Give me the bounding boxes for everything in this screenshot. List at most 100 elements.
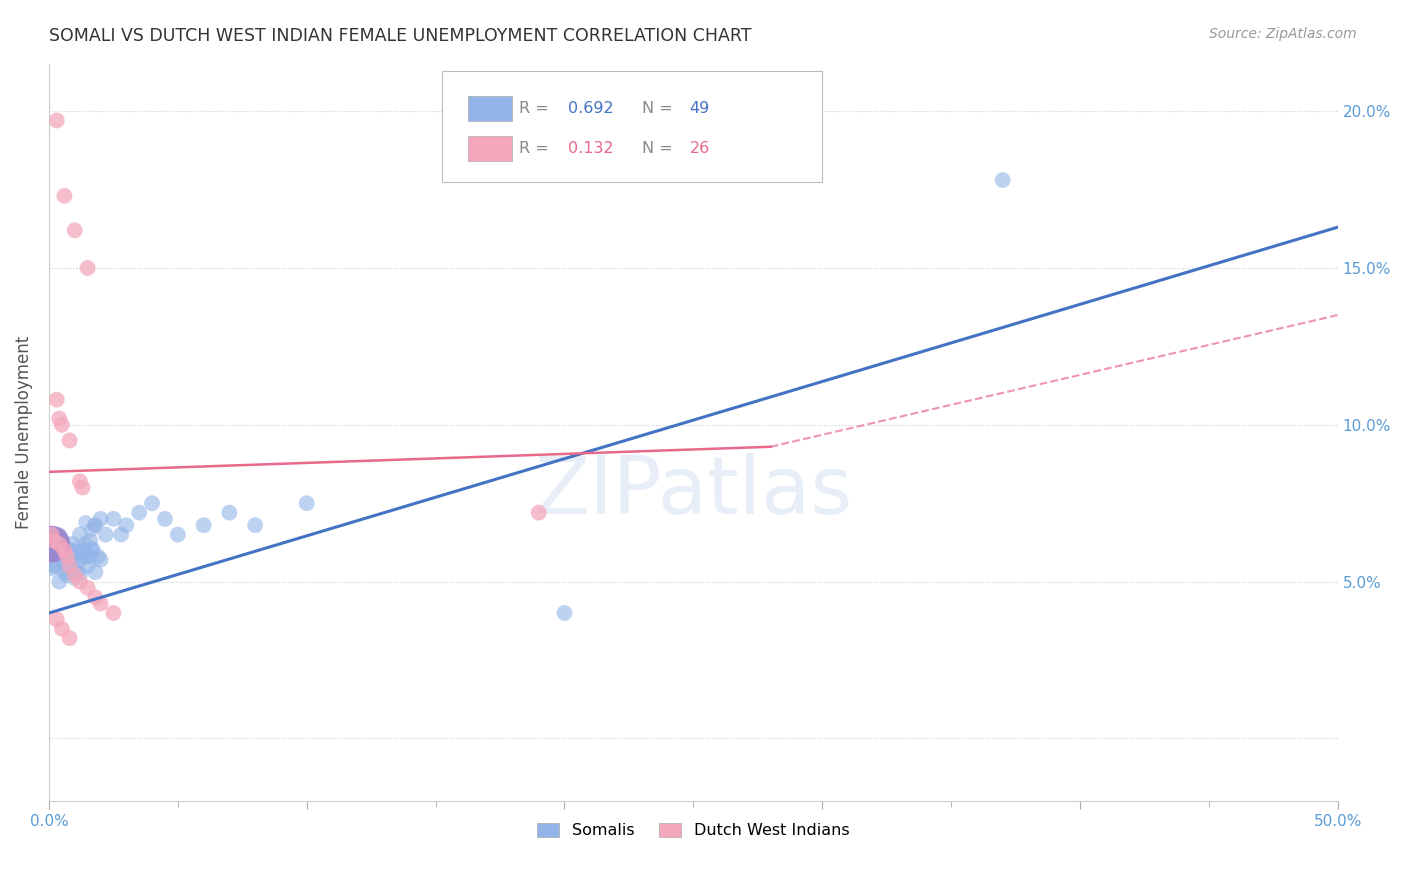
Point [72,543,94,558]
Point [89,597,111,611]
Point [42,540,65,554]
Point [56,549,79,564]
Point [42,558,65,573]
Point [63,568,86,582]
Text: ZIPatlas: ZIPatlas [534,452,852,531]
Text: 26: 26 [689,141,710,156]
Point [84,566,107,580]
Point [41,527,63,541]
Point [41,527,63,541]
Point [89,552,111,566]
Y-axis label: Female Unemployment: Female Unemployment [15,336,32,529]
Point [48,537,70,551]
Point [41,537,63,551]
Point [58,631,80,645]
FancyBboxPatch shape [468,136,512,161]
Point [56,543,79,558]
Point [141,496,163,510]
Point [527,506,550,520]
Point [103,606,125,620]
Point [53,552,76,566]
Point [58,543,80,558]
Point [49,528,72,542]
Point [62,545,84,559]
Point [110,527,132,541]
Point [63,572,86,586]
Point [69,552,91,566]
Point [79,549,101,564]
Point [63,549,86,564]
Point [553,606,575,620]
Point [58,558,80,573]
Text: Source: ZipAtlas.com: Source: ZipAtlas.com [1209,27,1357,41]
Text: 0.692: 0.692 [568,101,614,116]
Point [72,481,94,495]
Point [53,189,76,203]
Text: R =: R = [519,141,554,156]
Point [45,549,67,564]
Point [62,549,84,563]
Point [51,533,73,548]
Point [41,543,63,558]
Point [59,559,82,574]
Point [76,260,98,275]
Point [48,574,70,589]
Point [115,518,138,533]
Point [76,581,98,595]
Point [53,543,76,558]
Text: SOMALI VS DUTCH WEST INDIAN FEMALE UNEMPLOYMENT CORRELATION CHART: SOMALI VS DUTCH WEST INDIAN FEMALE UNEMP… [49,27,752,45]
Point [991,173,1014,187]
Point [75,516,97,530]
Point [56,568,79,582]
Point [63,543,86,558]
Point [83,518,105,533]
Point [82,541,104,556]
Point [153,512,176,526]
Point [218,506,240,520]
Point [193,518,215,533]
Point [56,555,79,569]
Point [51,534,73,549]
Point [103,512,125,526]
Point [45,392,67,407]
Point [166,527,188,541]
Point [76,558,98,573]
Point [66,566,89,580]
Point [73,537,96,551]
Point [73,549,96,564]
Point [51,417,73,432]
Point [48,537,70,551]
Point [59,565,82,579]
Point [70,566,93,581]
Point [45,612,67,626]
Point [295,496,318,510]
Point [69,527,91,541]
Point [45,113,67,128]
Point [87,549,110,564]
Point [128,506,150,520]
Point [84,518,107,533]
Point [79,533,101,548]
Text: 49: 49 [689,101,710,116]
Point [51,622,73,636]
Point [60,558,83,573]
Point [82,543,104,558]
Point [42,548,65,562]
Point [63,223,86,237]
Text: N =: N = [641,101,678,116]
Point [94,527,117,541]
Point [58,558,80,573]
Point [76,547,98,561]
Point [52,556,75,570]
Point [48,411,70,425]
Point [42,533,65,548]
Point [60,537,83,551]
Point [42,543,65,558]
Point [58,434,80,448]
FancyBboxPatch shape [468,95,512,120]
Legend: Somalis, Dutch West Indians: Somalis, Dutch West Indians [530,816,856,845]
Point [89,512,111,526]
Point [72,543,94,558]
FancyBboxPatch shape [441,71,823,182]
Point [84,591,107,605]
